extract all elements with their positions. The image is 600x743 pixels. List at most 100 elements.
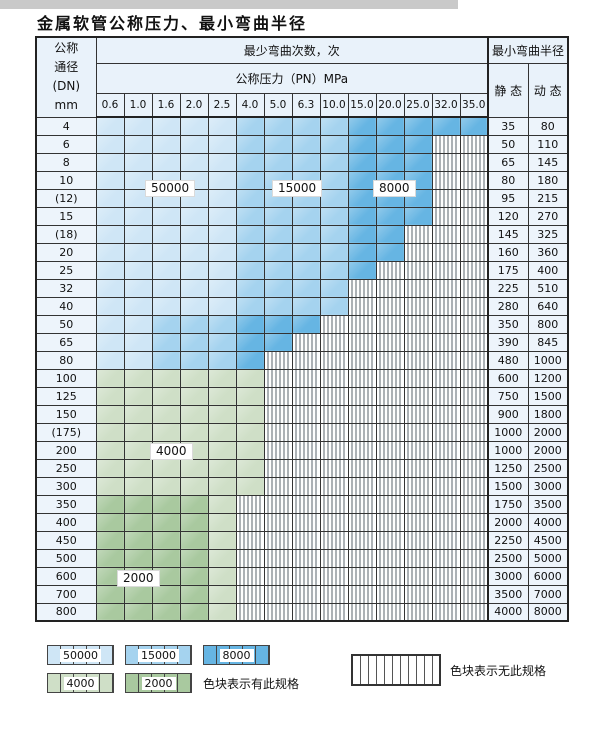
zone-label-50000: 50000 [145,180,196,197]
rating-cell-none [459,278,489,298]
table-row: 20 160 360 [35,242,569,262]
rating-cell-8000 [403,116,433,136]
static-radius-cell: 3000 [487,566,529,586]
dn-cell: 200 [35,440,97,460]
rating-cell-none [431,494,461,514]
dn-cell: 400 [35,512,97,532]
dn-cell: 800 [35,602,97,622]
pressure-col-header: 2.5 [207,92,237,118]
rating-cell-none [431,188,461,208]
rating-cell-50000 [207,206,237,226]
rating-cell-none [375,530,405,550]
table-row: 300 1500 3000 [35,476,569,496]
rating-cell-15000 [207,350,237,370]
pressure-col-header: 4.0 [235,92,265,118]
rating-cell-none [459,422,489,442]
rating-cell-8000 [375,224,405,244]
rating-cell-2000 [179,530,209,550]
rating-cell-none [375,314,405,334]
static-radius-cell: 2000 [487,512,529,532]
rating-cell-15000 [263,278,293,298]
rating-cell-none [235,566,265,586]
rating-cell-8000 [347,224,377,244]
rating-cell-15000 [179,332,209,352]
rating-cell-none [347,404,377,424]
rating-cell-4000 [207,368,237,388]
table-row: 80 480 1000 [35,350,569,370]
legend-swatch-50000: 50000 [47,645,114,665]
rating-cell-15000 [319,242,349,262]
rating-cell-15000 [263,152,293,172]
rating-cell-15000 [179,314,209,334]
rating-cell-8000 [291,314,321,334]
rating-cell-8000 [431,116,461,136]
dn-cell: 350 [35,494,97,514]
rating-cell-none [319,530,349,550]
rating-cell-none [263,386,293,406]
dynamic-radius-cell: 1800 [527,404,569,424]
rating-cell-50000 [151,116,181,136]
rating-cell-none [263,368,293,388]
rating-cell-none [459,584,489,604]
rating-cell-none [431,584,461,604]
static-radius-cell: 600 [487,368,529,388]
rating-cell-none [403,494,433,514]
rating-cell-none [403,296,433,316]
rating-cell-none [459,566,489,586]
rating-cell-4000 [235,368,265,388]
rating-cell-none [403,476,433,496]
rating-cell-8000 [403,206,433,226]
rating-cell-4000 [207,566,237,586]
rating-cell-15000 [263,134,293,154]
rating-cell-4000 [151,458,181,478]
static-radius-cell: 900 [487,404,529,424]
static-radius-cell: 175 [487,260,529,280]
dynamic-radius-cell: 2000 [527,440,569,460]
pressure-col-header: 10.0 [319,92,349,118]
rating-cell-none [319,404,349,424]
rating-cell-none [291,476,321,496]
rating-cell-none [459,404,489,424]
dynamic-radius-cell: 270 [527,206,569,226]
rating-cell-8000 [347,152,377,172]
table-row: 125 750 1500 [35,386,569,406]
rating-cell-2000 [123,602,153,622]
rating-cell-none [319,314,349,334]
rating-cell-2000 [151,548,181,568]
dn-cell: 8 [35,152,97,172]
spec-table: 公称 通径 (DN) mm 最少弯曲次数，次 最小弯曲半径 公称压力（PN）MPa 静 态动 … [35,36,569,622]
legend-swatch-4000: 4000 [47,673,114,693]
rating-cell-none [459,260,489,280]
rating-cell-4000 [95,368,125,388]
rating-cell-none [459,188,489,208]
static-header: 静 态 [487,62,529,118]
rating-cell-50000 [179,296,209,316]
rating-cell-none [319,584,349,604]
dn-cell: 40 [35,296,97,316]
legend-unavailable-group: 色块表示无此规格 [351,654,546,686]
rating-cell-none [375,404,405,424]
pressure-col-header: 25.0 [403,92,433,118]
rating-cell-2000 [123,548,153,568]
dn-cell: 100 [35,368,97,388]
table-row: 250 1250 2500 [35,458,569,478]
rating-cell-none [291,530,321,550]
rating-cell-15000 [291,260,321,280]
rating-cell-none [291,350,321,370]
dynamic-radius-cell: 325 [527,224,569,244]
rating-cell-none [263,350,293,370]
table-row: 700 3500 7000 [35,584,569,604]
rating-cell-8000 [235,332,265,352]
rating-cell-none [431,296,461,316]
rating-cell-4000 [207,548,237,568]
rating-cell-15000 [235,134,265,154]
rating-cell-15000 [263,296,293,316]
rating-cell-15000 [319,224,349,244]
rating-cell-4000 [207,458,237,478]
rating-cell-none [431,566,461,586]
rating-cell-50000 [207,296,237,316]
legend-row-green: 4000 2000 色块表示有此规格 [47,673,299,693]
dn-cell: 25 [35,260,97,280]
rating-cell-none [291,440,321,460]
